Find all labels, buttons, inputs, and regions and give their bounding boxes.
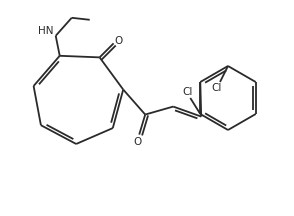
Text: Cl: Cl [212,83,222,93]
Text: O: O [133,137,141,147]
Text: HN: HN [38,26,54,36]
Text: Cl: Cl [182,87,193,97]
Text: O: O [114,36,123,46]
